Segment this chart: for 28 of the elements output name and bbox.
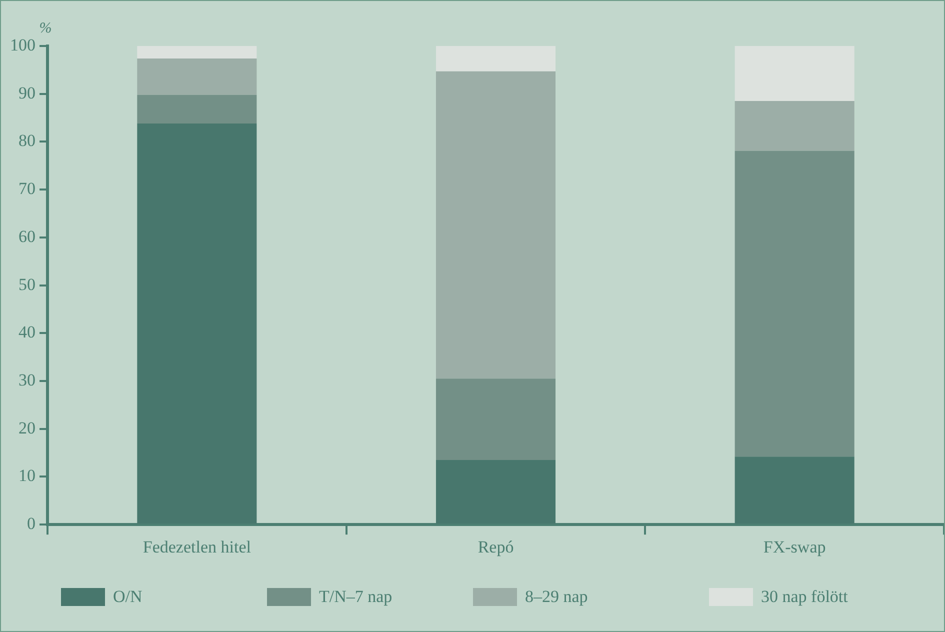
y-tick-label: 40 — [18, 322, 36, 342]
x-tick-label: Repó — [478, 537, 514, 556]
legend-label: T/N–7 nap — [319, 587, 392, 607]
bar — [436, 46, 556, 72]
bar — [436, 378, 556, 460]
legend-label: 30 nap fölött — [761, 587, 848, 607]
y-tick-label: 0 — [27, 514, 36, 534]
legend-label: O/N — [113, 587, 142, 607]
bar — [734, 46, 854, 102]
y-tick-label: 30 — [18, 370, 36, 390]
bar — [137, 58, 257, 95]
y-axis-title: % — [39, 20, 52, 36]
y-tick-label: 90 — [18, 83, 36, 102]
x-tick-label: FX-swap — [763, 537, 826, 556]
y-tick-label: 10 — [18, 466, 36, 486]
y-tick-label: 50 — [18, 274, 36, 294]
bar — [734, 150, 854, 457]
y-tick-label: 20 — [18, 418, 36, 438]
y-tick-label: 80 — [18, 131, 36, 150]
x-tick-label: Fedezetlen hitel — [142, 537, 252, 556]
bar — [137, 94, 257, 124]
bar — [137, 46, 257, 58]
bar — [734, 101, 854, 151]
y-tick-label: 70 — [18, 179, 36, 198]
legend-label: 8–29 nap — [525, 587, 588, 607]
y-tick-label: 100 — [10, 35, 36, 54]
bar — [436, 71, 556, 379]
y-tick-label: 60 — [18, 226, 36, 246]
